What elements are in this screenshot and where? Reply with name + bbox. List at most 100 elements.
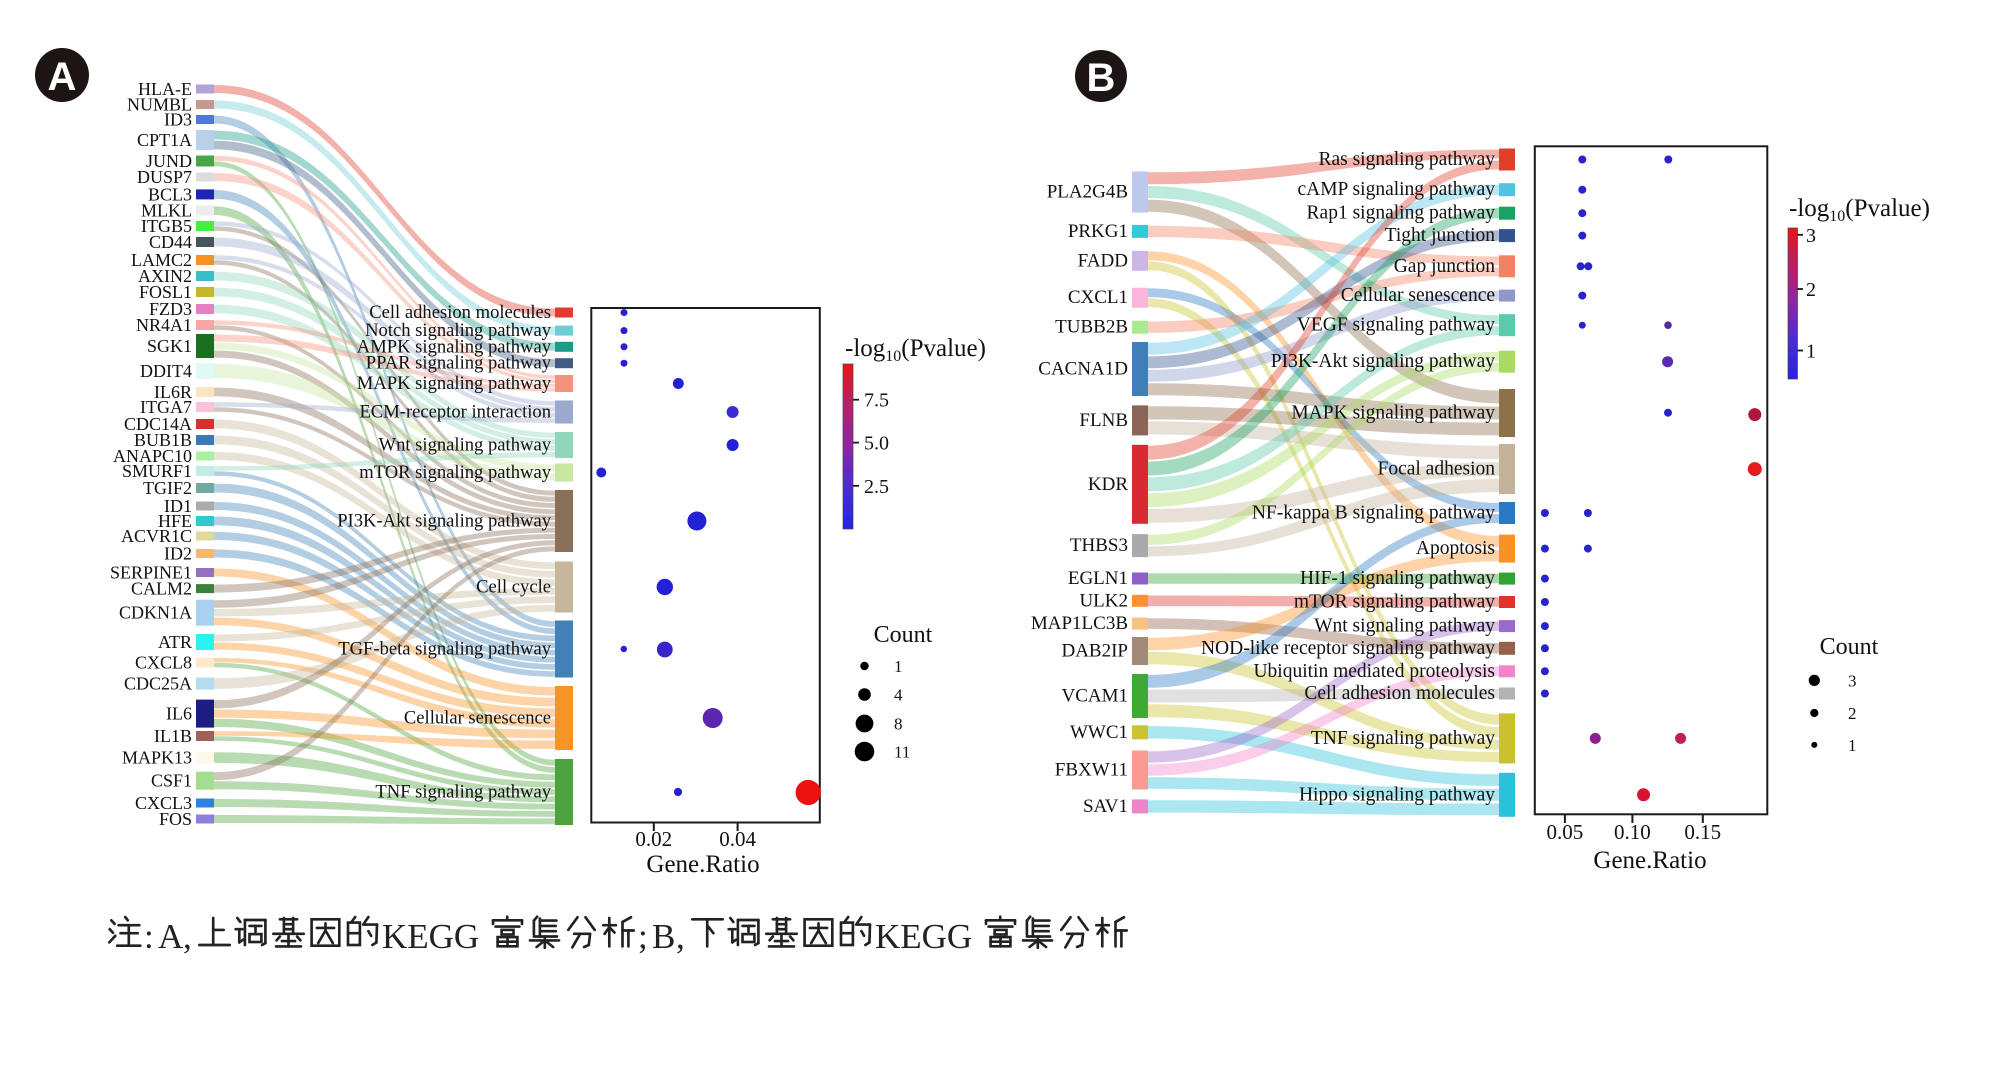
svg-text:4: 4	[894, 686, 903, 705]
svg-text:0.05: 0.05	[1547, 820, 1584, 844]
svg-text:ATR: ATR	[158, 632, 192, 652]
svg-text:FZD3: FZD3	[149, 299, 192, 319]
svg-text:TNF signaling pathway: TNF signaling pathway	[1311, 728, 1495, 749]
svg-text:TGIF2: TGIF2	[143, 478, 192, 498]
svg-text:CXCL3: CXCL3	[135, 793, 192, 813]
svg-text:1: 1	[1848, 736, 1857, 755]
svg-text:Gap junction: Gap junction	[1394, 256, 1496, 277]
svg-text:MAPK signaling pathway: MAPK signaling pathway	[357, 373, 552, 394]
svg-text:1: 1	[1806, 341, 1816, 363]
svg-text:HIF-1 signaling pathway: HIF-1 signaling pathway	[1300, 568, 1495, 589]
svg-text:Ubiquitin mediated proteolysis: Ubiquitin mediated proteolysis	[1253, 661, 1495, 682]
svg-text:BCL3: BCL3	[148, 184, 192, 204]
svg-text:MAP1LC3B: MAP1LC3B	[1031, 613, 1128, 634]
svg-text:SGK1: SGK1	[147, 336, 192, 356]
svg-text:Cell cycle: Cell cycle	[476, 577, 551, 598]
svg-text:ID1: ID1	[164, 496, 192, 516]
svg-text:TUBB2B: TUBB2B	[1055, 317, 1128, 338]
svg-text:0.15: 0.15	[1684, 820, 1721, 844]
svg-text:2: 2	[1806, 279, 1816, 301]
svg-text:THBS3: THBS3	[1070, 535, 1128, 556]
svg-text:Cell adhesion molecules: Cell adhesion molecules	[369, 302, 551, 323]
svg-text:LAMC2: LAMC2	[131, 250, 192, 270]
svg-text:FLNB: FLNB	[1079, 410, 1128, 431]
svg-text:CALM2: CALM2	[131, 579, 192, 599]
svg-text:Gene.Ratio: Gene.Ratio	[646, 851, 759, 878]
svg-text:JUND: JUND	[146, 151, 192, 171]
svg-text:Focal adhesion: Focal adhesion	[1377, 459, 1495, 480]
svg-text:PPAR signaling pathway: PPAR signaling pathway	[366, 353, 552, 374]
svg-text:NUMBL: NUMBL	[127, 95, 192, 115]
svg-text:IL6: IL6	[166, 704, 192, 724]
svg-text:IL6R: IL6R	[154, 382, 192, 402]
svg-text::: :	[144, 917, 154, 956]
svg-text:WWC1: WWC1	[1070, 722, 1128, 743]
svg-text:ECM-receptor interaction: ECM-receptor interaction	[359, 402, 551, 423]
svg-text:ITGA7: ITGA7	[140, 397, 192, 417]
svg-text:B: B	[1087, 56, 1116, 100]
svg-text:2: 2	[1848, 704, 1857, 723]
svg-text:ULK2: ULK2	[1079, 590, 1128, 611]
svg-text:Notch signaling pathway: Notch signaling pathway	[365, 320, 552, 341]
svg-text:CPT1A: CPT1A	[137, 130, 192, 150]
svg-text:2.5: 2.5	[864, 476, 889, 498]
svg-text:DAB2IP: DAB2IP	[1061, 641, 1128, 662]
svg-text:1: 1	[894, 657, 903, 676]
svg-text:CXCL1: CXCL1	[1068, 287, 1128, 308]
svg-text:NR4A1: NR4A1	[136, 315, 192, 335]
svg-text:AMPK signaling pathway: AMPK signaling pathway	[357, 336, 552, 357]
svg-text:CSF1: CSF1	[151, 771, 192, 791]
svg-text:FADD: FADD	[1078, 250, 1128, 271]
svg-text:Wnt signaling pathway: Wnt signaling pathway	[379, 435, 552, 456]
svg-text:Cell adhesion molecules: Cell adhesion molecules	[1304, 683, 1495, 704]
svg-text:DDIT4: DDIT4	[140, 361, 192, 381]
svg-text:;: ;	[638, 917, 648, 956]
svg-text:A: A	[48, 55, 77, 99]
svg-text:Wnt signaling pathway: Wnt signaling pathway	[1314, 616, 1495, 637]
svg-text:mTOR signaling pathway: mTOR signaling pathway	[1294, 592, 1495, 613]
svg-text:EGLN1: EGLN1	[1068, 568, 1128, 589]
svg-text:ACVR1C: ACVR1C	[121, 526, 192, 546]
svg-text:KEGG: KEGG	[875, 917, 972, 956]
svg-text:CDC14A: CDC14A	[124, 414, 192, 434]
svg-text:11: 11	[894, 743, 910, 762]
svg-text:Hippo signaling pathway: Hippo signaling pathway	[1299, 784, 1495, 805]
svg-text:mTOR signaling pathway: mTOR signaling pathway	[359, 462, 551, 483]
svg-text:MAPK signaling pathway: MAPK signaling pathway	[1291, 403, 1495, 424]
svg-text:-log10(Pvalue): -log10(Pvalue)	[845, 335, 986, 365]
svg-text:CD44: CD44	[149, 232, 192, 252]
svg-text:Tight junction: Tight junction	[1385, 225, 1496, 246]
svg-text:Rap1 signaling pathway: Rap1 signaling pathway	[1307, 203, 1496, 224]
svg-text:FBXW11: FBXW11	[1055, 760, 1128, 781]
svg-text:VEGF signaling pathway: VEGF signaling pathway	[1297, 315, 1495, 336]
svg-text:7.5: 7.5	[864, 390, 889, 412]
svg-text:5.0: 5.0	[864, 433, 889, 455]
svg-text:Apoptosis: Apoptosis	[1416, 538, 1495, 559]
svg-text:,: ,	[676, 917, 685, 956]
svg-text:Count: Count	[874, 622, 933, 648]
svg-text:3: 3	[1806, 225, 1816, 247]
svg-text:ID3: ID3	[164, 110, 192, 130]
svg-text:Count: Count	[1820, 634, 1879, 660]
svg-text:NF-kappa B signaling pathway: NF-kappa B signaling pathway	[1252, 503, 1495, 524]
svg-text:TGF-beta signaling pathway: TGF-beta signaling pathway	[338, 639, 551, 660]
svg-text:Gene.Ratio: Gene.Ratio	[1593, 847, 1706, 874]
svg-text:NOD-like receptor signaling pa: NOD-like receptor signaling pathway	[1201, 638, 1495, 659]
svg-text:0.02: 0.02	[635, 827, 672, 851]
svg-text:SERPINE1: SERPINE1	[110, 563, 192, 583]
svg-text:FOS: FOS	[159, 809, 192, 829]
svg-text:Cellular senescence: Cellular senescence	[404, 708, 551, 729]
svg-text:PI3K-Akt signaling pathway: PI3K-Akt signaling pathway	[337, 511, 552, 532]
svg-text:PLA2G4B: PLA2G4B	[1047, 182, 1128, 203]
svg-text:CDKN1A: CDKN1A	[119, 603, 192, 623]
svg-text:KEGG: KEGG	[382, 917, 479, 956]
svg-text:HFE: HFE	[158, 511, 192, 531]
svg-text:Ras signaling pathway: Ras signaling pathway	[1318, 149, 1495, 170]
svg-text:IL1B: IL1B	[154, 726, 192, 746]
svg-text:SAV1: SAV1	[1083, 796, 1128, 817]
svg-text:A: A	[158, 917, 184, 956]
svg-text:ID2: ID2	[164, 544, 192, 564]
svg-text:0.04: 0.04	[719, 827, 756, 851]
svg-text:HLA-E: HLA-E	[138, 79, 192, 99]
svg-text:DUSP7: DUSP7	[137, 167, 192, 187]
